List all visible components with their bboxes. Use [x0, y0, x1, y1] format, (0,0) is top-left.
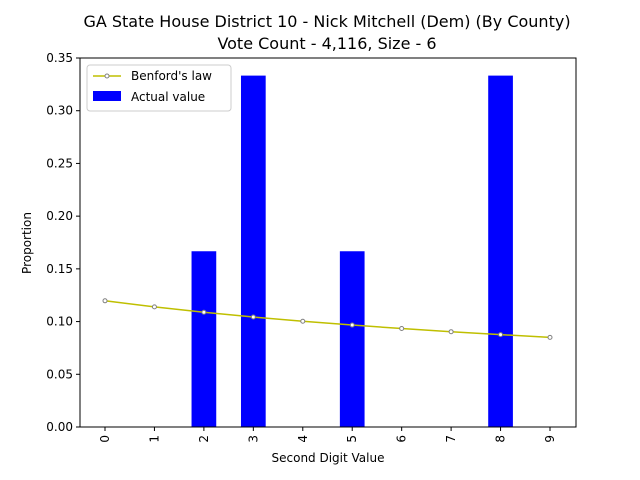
y-axis: 0.00 0.05 0.10 0.15 0.20 0.25 0.30 0.35 — [46, 51, 80, 434]
y-axis-label: Proportion — [20, 212, 34, 274]
benford-point-5 — [349, 322, 355, 328]
x-tick-label: 4 — [296, 435, 310, 443]
x-tick-label: 2 — [197, 435, 211, 443]
bar-series — [191, 75, 513, 428]
y-tick-label: 0.25 — [46, 156, 73, 170]
y-tick-label: 0.05 — [46, 367, 73, 381]
x-tick-label: 8 — [494, 435, 508, 443]
benford-point-9 — [547, 334, 553, 340]
y-tick-label: 0.10 — [46, 315, 73, 329]
x-tick-label: 9 — [543, 435, 557, 443]
bar-5 — [339, 251, 365, 427]
benford-point-7 — [448, 329, 454, 335]
benford-point-0 — [102, 298, 108, 304]
x-tick-label: 6 — [395, 435, 409, 443]
legend-benford-marker — [104, 73, 110, 79]
y-tick-label: 0.35 — [46, 51, 73, 65]
benford-point-2 — [201, 309, 207, 315]
y-tick-label: 0.00 — [46, 420, 73, 434]
legend-actual-swatch — [93, 91, 121, 101]
plot-frame — [79, 57, 577, 428]
chart-title-line2: Vote Count - 4,116, Size - 6 — [217, 34, 436, 53]
benford-line — [104, 300, 551, 339]
benford-point-8 — [498, 332, 504, 338]
benford-line-series — [102, 298, 553, 340]
legend-benford-label: Benford's law — [131, 69, 212, 83]
legend-actual-label: Actual value — [131, 90, 205, 104]
y-tick-label: 0.15 — [46, 262, 73, 276]
bar-2 — [191, 251, 217, 427]
x-tick-label: 3 — [246, 435, 260, 443]
benford-point-6 — [399, 326, 405, 332]
y-tick-label: 0.30 — [46, 104, 73, 118]
benford-point-3 — [250, 314, 256, 320]
x-axis: 0 1 2 3 4 5 6 7 8 9 — [98, 427, 557, 443]
bar-8 — [488, 75, 513, 428]
x-tick-label: 0 — [98, 435, 112, 443]
bar-3 — [240, 75, 266, 428]
x-tick-label: 5 — [345, 435, 359, 443]
chart-title-line1: GA State House District 10 - Nick Mitche… — [83, 12, 570, 31]
legend-box — [86, 64, 232, 112]
x-tick-label: 7 — [444, 435, 458, 443]
legend: Benford's law Actual value — [86, 64, 232, 112]
y-tick-label: 0.20 — [46, 209, 73, 223]
x-axis-label: Second Digit Value — [272, 451, 385, 465]
benford-point-4 — [300, 318, 306, 324]
benford-point-1 — [151, 304, 157, 310]
x-tick-label: 1 — [147, 435, 161, 443]
